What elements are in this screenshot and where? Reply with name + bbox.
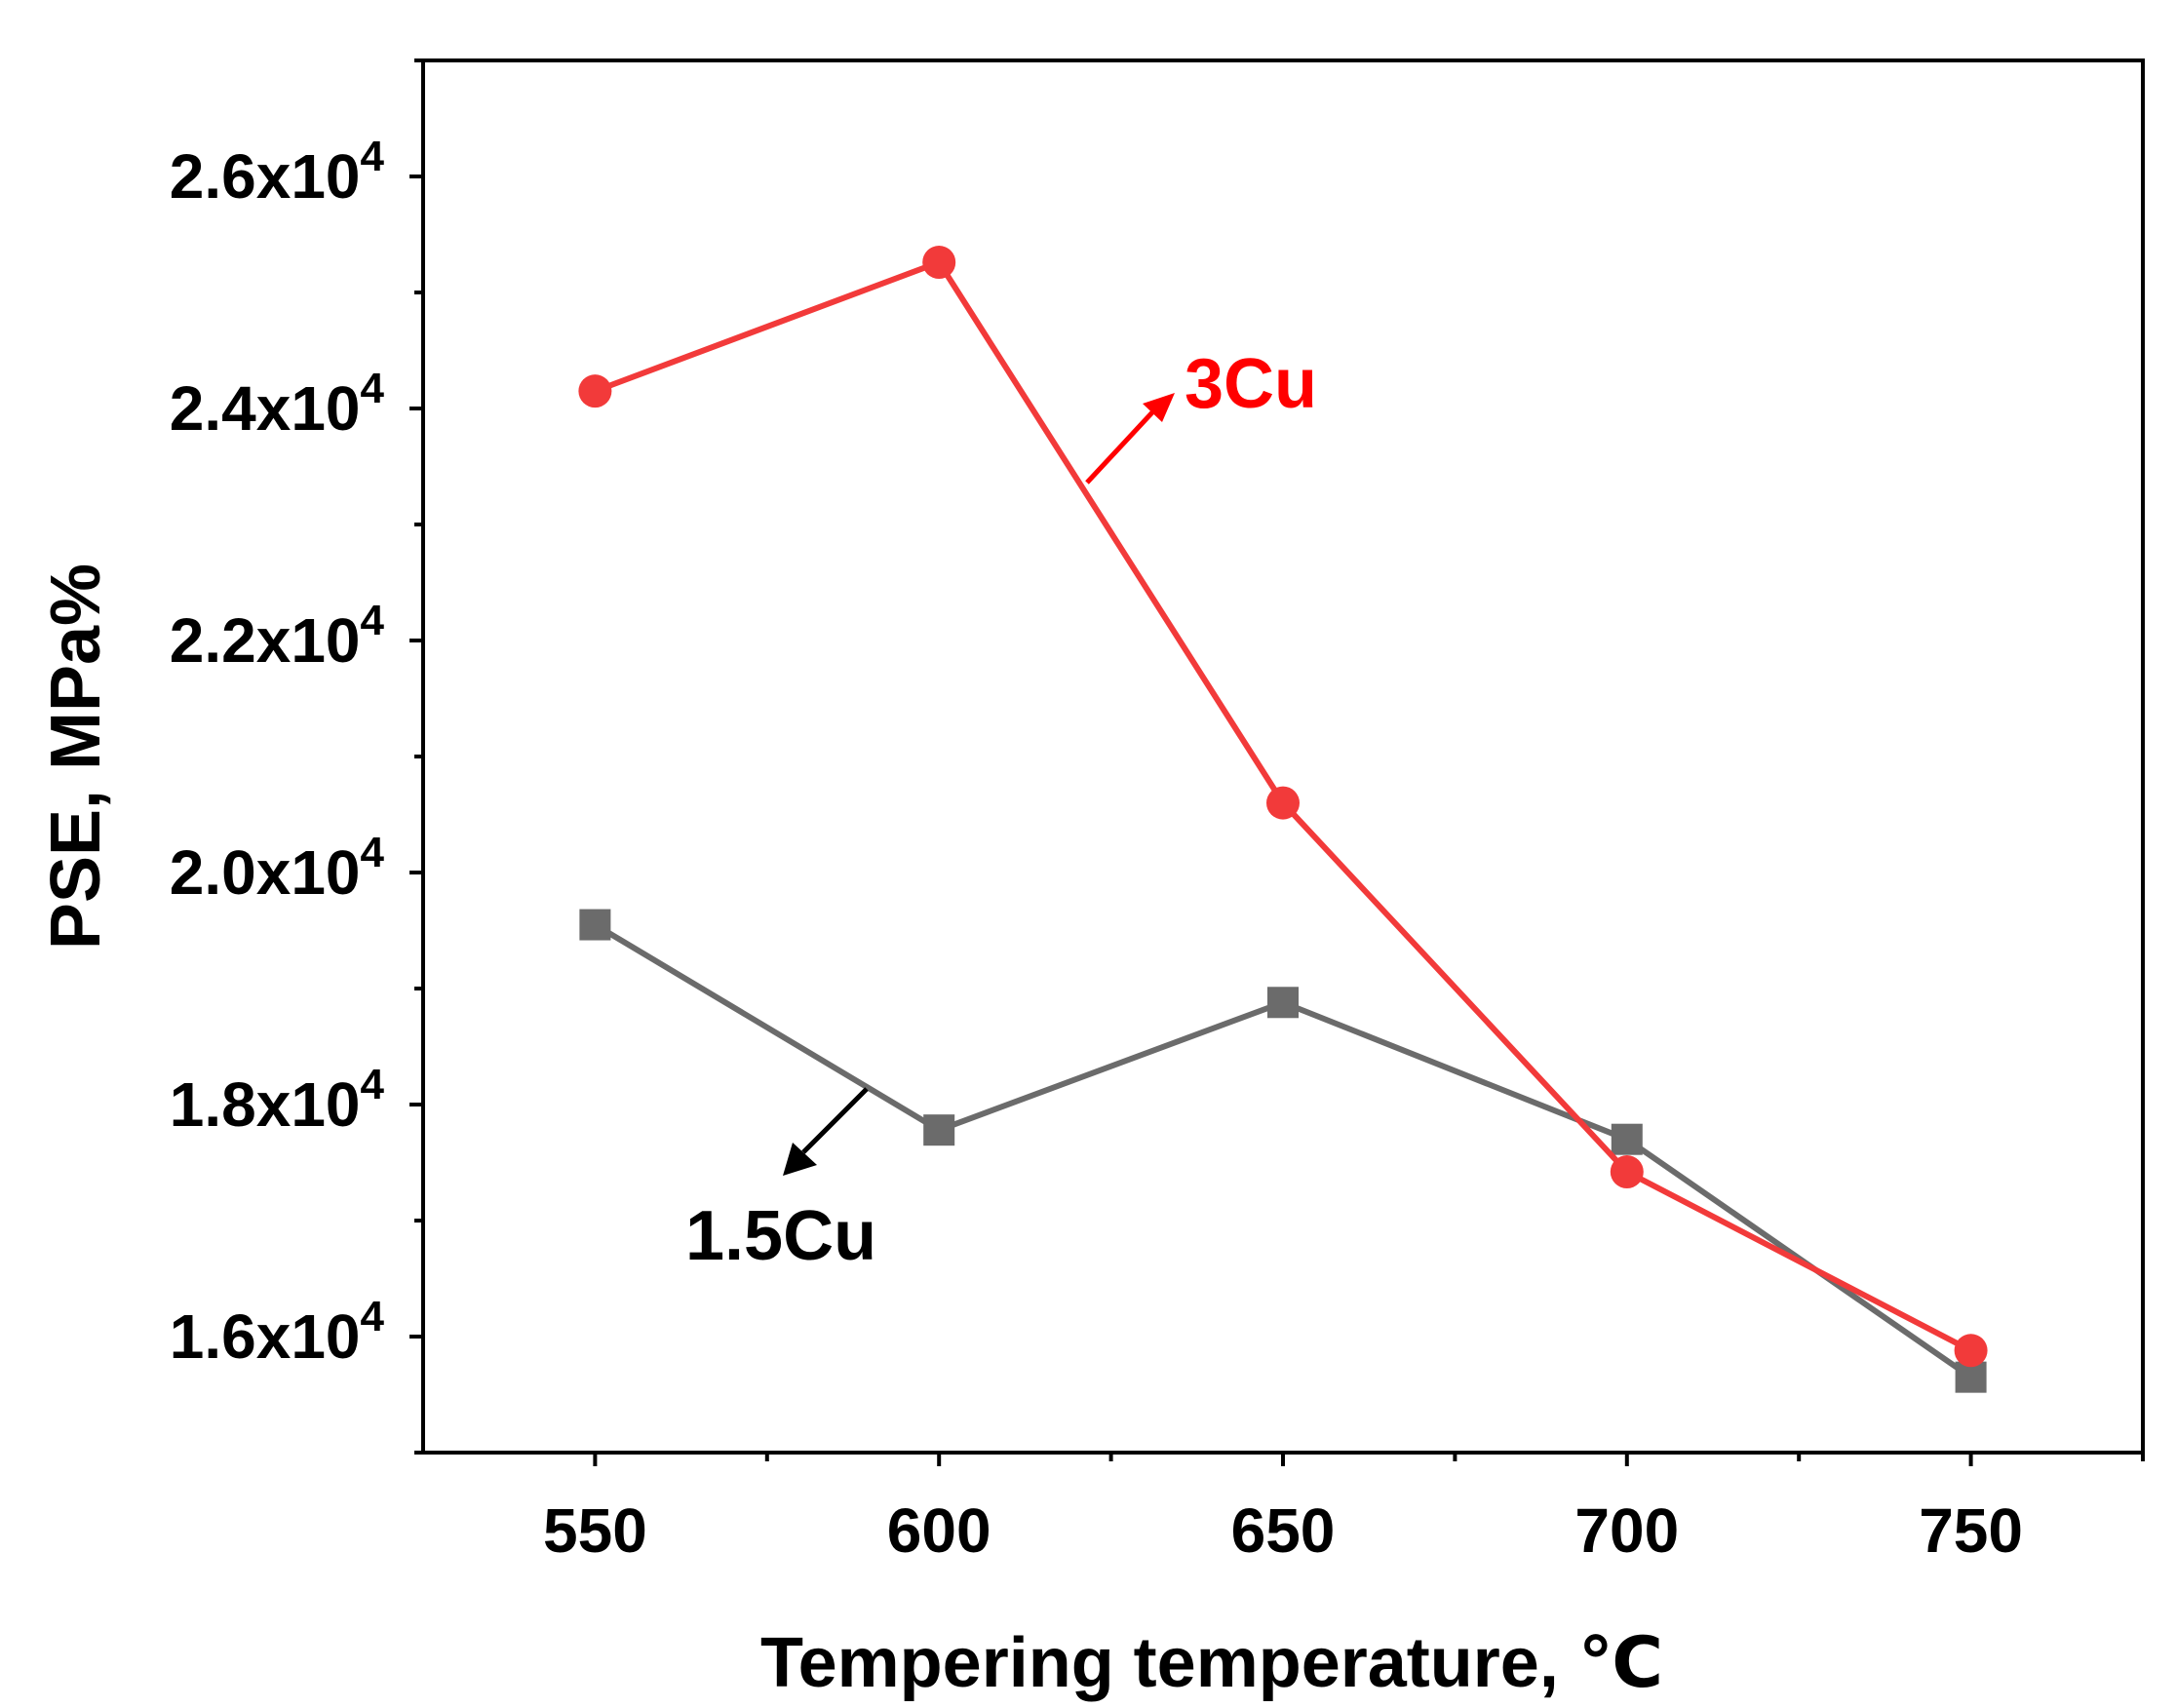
data-point-1.5cu <box>923 1114 955 1146</box>
x-tick-label: 700 <box>1574 1495 1679 1566</box>
axes: 1.6x104 1.8x104 2.0x104 2.2x104 2.4x104 2.6x1… <box>170 58 2145 1566</box>
x-tick-label: 750 <box>1919 1495 2023 1566</box>
x-tick-label: 550 <box>543 1495 647 1566</box>
3cu-arrow-head <box>1143 393 1175 422</box>
y-axis-title: PSE, MPa% <box>37 563 115 950</box>
series-layer <box>578 246 1988 1393</box>
3cu-arrow-line <box>1085 410 1154 485</box>
y-tick-label: 2.6x104 <box>170 133 385 212</box>
1.5cu-arrow-line <box>801 1087 869 1154</box>
data-point-1.5cu <box>579 909 611 941</box>
y-tick-label: 1.6x104 <box>170 1293 385 1372</box>
y-tick-label: 1.8x104 <box>170 1061 385 1140</box>
1.5cu-arrow-head <box>783 1143 817 1176</box>
y-tick-label: 2.2x104 <box>170 597 385 676</box>
y-tick-label: 2.0x104 <box>170 829 385 908</box>
data-point-3cu <box>578 374 612 408</box>
data-point-3cu <box>1954 1334 1988 1368</box>
x-axis-title: Tempering temperature, ℃ <box>760 1624 1663 1702</box>
plot-frame <box>421 58 2145 1455</box>
x-tick-label: 600 <box>887 1495 991 1566</box>
label-3cu: 3Cu <box>1185 345 1317 423</box>
label-1.5cu: 1.5Cu <box>685 1197 876 1275</box>
annotations: 3Cu 1.5Cu <box>685 345 1317 1275</box>
y-tick-label: 2.4x104 <box>170 365 385 444</box>
data-point-3cu <box>922 246 956 280</box>
data-point-3cu <box>1610 1155 1644 1189</box>
x-tick-label: 650 <box>1231 1495 1336 1566</box>
data-point-1.5cu <box>1611 1123 1643 1155</box>
data-point-3cu <box>1266 786 1300 820</box>
data-point-1.5cu <box>1267 987 1299 1019</box>
